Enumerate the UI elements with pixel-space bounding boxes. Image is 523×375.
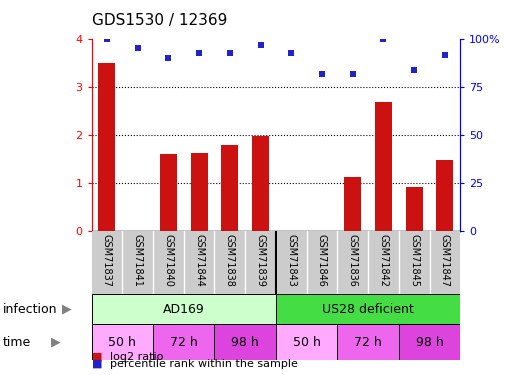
Text: US28 deficient: US28 deficient <box>322 303 414 316</box>
Text: GSM71841: GSM71841 <box>133 234 143 286</box>
Text: GDS1530 / 12369: GDS1530 / 12369 <box>92 13 227 28</box>
Text: 72 h: 72 h <box>170 336 198 349</box>
Bar <box>153 324 214 360</box>
Text: GSM71840: GSM71840 <box>163 234 173 286</box>
Text: ▶: ▶ <box>62 303 71 316</box>
Text: GSM71845: GSM71845 <box>409 234 419 287</box>
Text: time: time <box>3 336 31 349</box>
Text: ■: ■ <box>92 352 102 362</box>
Text: infection: infection <box>3 303 57 316</box>
Text: 50 h: 50 h <box>293 336 321 349</box>
Text: AD169: AD169 <box>163 303 204 316</box>
Text: ▶: ▶ <box>51 336 60 349</box>
Text: log2 ratio: log2 ratio <box>110 352 163 362</box>
Bar <box>337 324 399 360</box>
Text: 72 h: 72 h <box>354 336 382 349</box>
Bar <box>221 145 238 231</box>
Text: GSM71847: GSM71847 <box>440 234 450 287</box>
Text: GSM71846: GSM71846 <box>317 234 327 286</box>
Text: GSM71842: GSM71842 <box>379 234 389 287</box>
Bar <box>344 177 361 231</box>
Bar <box>214 324 276 360</box>
Text: ■: ■ <box>92 358 102 369</box>
Text: 50 h: 50 h <box>108 336 136 349</box>
Text: GSM71839: GSM71839 <box>256 234 266 286</box>
Bar <box>252 136 269 231</box>
Bar <box>375 102 392 231</box>
Bar <box>399 324 460 360</box>
Text: 98 h: 98 h <box>231 336 259 349</box>
Text: GSM71838: GSM71838 <box>225 234 235 286</box>
Bar <box>160 154 177 231</box>
Text: GSM71844: GSM71844 <box>194 234 204 286</box>
Bar <box>276 294 460 324</box>
Text: 98 h: 98 h <box>416 336 444 349</box>
Bar <box>92 294 276 324</box>
Text: percentile rank within the sample: percentile rank within the sample <box>110 358 298 369</box>
Bar <box>406 187 423 231</box>
Text: GSM71843: GSM71843 <box>286 234 296 286</box>
Bar <box>276 324 337 360</box>
Text: GSM71836: GSM71836 <box>348 234 358 286</box>
Bar <box>98 63 116 231</box>
Bar <box>190 153 208 231</box>
Bar <box>436 160 453 231</box>
Bar <box>92 324 153 360</box>
Text: GSM71837: GSM71837 <box>102 234 112 287</box>
